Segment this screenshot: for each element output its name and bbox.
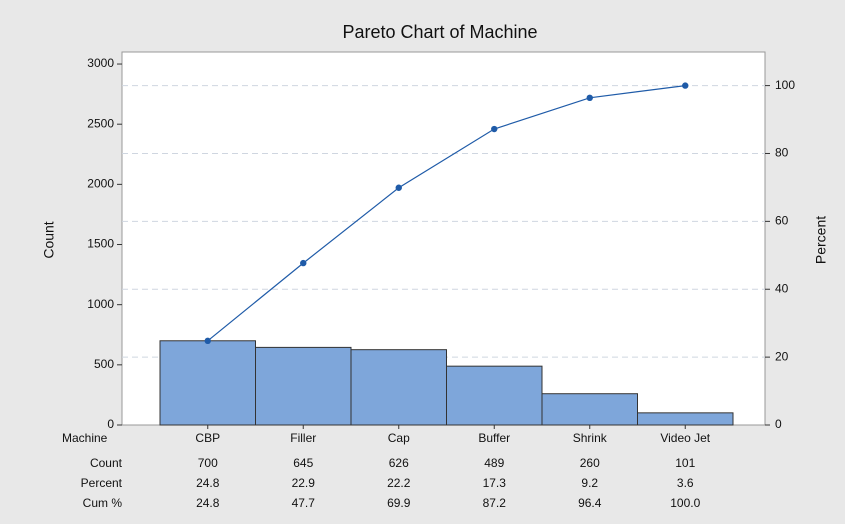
bar: [255, 346, 352, 426]
bar: [350, 349, 447, 426]
table-row-label: Machine: [62, 431, 108, 445]
bar: [541, 393, 638, 426]
percent-cell: 22.2: [387, 476, 411, 490]
x-tick-label: Buffer: [478, 431, 510, 445]
count-cell: 101: [675, 456, 695, 470]
percent-cell: 9.2: [581, 476, 598, 490]
y2-tick-label: 40: [775, 281, 789, 295]
cum-point: [491, 125, 498, 133]
cum-cell: 100.0: [670, 496, 700, 510]
y-axis-label: Count: [41, 221, 57, 258]
cum-cell: 47.7: [292, 496, 316, 510]
cum-point: [204, 337, 211, 345]
count-cell: 626: [389, 456, 409, 470]
y2-tick-label: 20: [775, 349, 789, 363]
percent-cell: 17.3: [483, 476, 507, 490]
y-tick-label: 3000: [87, 56, 114, 70]
percent-cell: 24.8: [196, 476, 220, 490]
x-tick-label: Shrink: [573, 431, 608, 445]
y-tick-label: 2500: [87, 116, 114, 130]
y2-axis-label: Percent: [813, 216, 829, 264]
cum-cell: 69.9: [387, 496, 411, 510]
x-tick-label: Cap: [388, 431, 410, 445]
y2-tick-label: 100: [775, 78, 795, 92]
percent-cell: 3.6: [677, 476, 694, 490]
cum-cell: 87.2: [483, 496, 507, 510]
table-row-label: Percent: [81, 476, 123, 490]
cum-point: [682, 82, 689, 89]
percent-cell: 22.9: [292, 476, 316, 490]
table-row-label: Cum %: [83, 496, 123, 510]
bar: [159, 340, 256, 426]
x-tick-label: Filler: [290, 431, 316, 445]
count-cell: 260: [580, 456, 600, 470]
count-cell: 645: [293, 456, 313, 470]
bar: [637, 412, 734, 426]
y2-tick-label: 0: [775, 417, 782, 431]
y-tick-label: 500: [94, 357, 114, 371]
y2-tick-label: 60: [775, 214, 789, 228]
count-cell: 700: [198, 456, 218, 470]
cum-point: [395, 184, 402, 191]
y-tick-label: 2000: [87, 177, 114, 191]
chart-title: Pareto Chart of Machine: [342, 22, 537, 42]
count-cell: 489: [484, 456, 504, 470]
y-tick-label: 1500: [87, 237, 114, 251]
cum-cell: 24.8: [196, 496, 220, 510]
x-tick-label: Video Jet: [660, 431, 710, 445]
y-tick-label: 1000: [87, 297, 114, 311]
table-row-label: Count: [90, 456, 123, 470]
cum-line: [207, 85, 686, 342]
y2-tick-label: 80: [775, 146, 789, 160]
x-tick-label: CBP: [195, 431, 220, 445]
bar: [446, 365, 543, 426]
y-tick-label: 0: [107, 417, 114, 431]
cum-cell: 96.4: [578, 496, 602, 510]
cum-point: [586, 94, 593, 102]
cum-point: [300, 259, 307, 267]
